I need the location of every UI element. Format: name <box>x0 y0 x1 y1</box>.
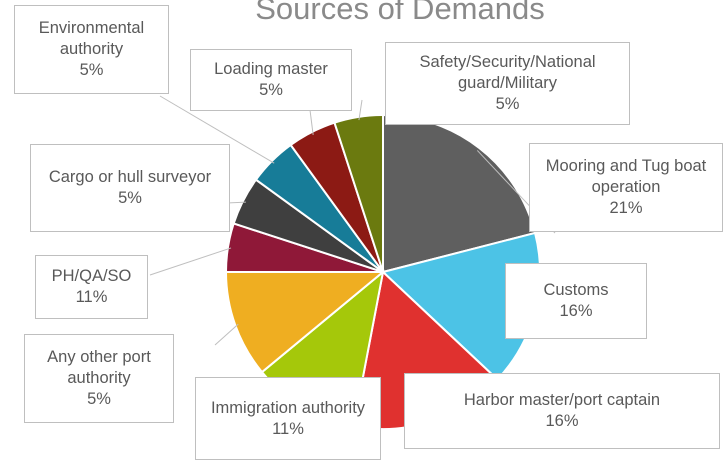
slice-percent: 5% <box>118 189 142 207</box>
slice-label: Cargo or hull surveyor <box>48 168 212 186</box>
slice-label: Harbor master/port captain <box>463 391 661 409</box>
pie-slice <box>333 113 384 273</box>
slice-label: Loading master <box>214 60 328 78</box>
slice-label: Environmental authority <box>38 19 145 58</box>
slice-percent: 5% <box>79 61 104 79</box>
data-label-callout: Customs 16% <box>505 263 647 339</box>
slice-percent: 16% <box>545 412 579 430</box>
leader-line <box>159 95 275 164</box>
leader-line <box>358 99 363 121</box>
slice-label: Safety/Security/National guard/Military <box>419 53 596 92</box>
data-label-callout: Loading master 5% <box>190 49 352 111</box>
leader-line <box>309 109 314 135</box>
data-label-callout: Environmental authority 5% <box>14 5 169 94</box>
slice-label: Immigration authority <box>210 398 366 417</box>
slice-percent: 16% <box>559 302 593 320</box>
slice-percent: 5% <box>495 95 520 113</box>
slice-label: Customs <box>543 281 609 299</box>
slice-label: Any other port authority <box>47 348 151 387</box>
slice-percent: 11% <box>272 419 304 438</box>
leader-line <box>214 323 239 346</box>
data-label-callout: PH/QA/SO 11% <box>35 255 148 319</box>
slice-percent: 21% <box>609 199 643 217</box>
data-label-callout: Immigration authority 11% <box>195 377 381 460</box>
data-label-callout: Harbor master/port captain 16% <box>404 373 720 449</box>
chart-title: Sources of Demands <box>255 0 545 26</box>
slice-label: PH/QA/SO <box>51 267 132 285</box>
data-label-callout: Safety/Security/National guard/Military 5… <box>385 42 630 125</box>
slice-percent: 11% <box>75 288 108 306</box>
slice-label: Mooring and Tug boat operation <box>545 157 707 196</box>
slice-percent: 5% <box>87 390 111 408</box>
pie-slice <box>224 271 386 374</box>
slice-percent: 5% <box>259 81 283 99</box>
data-label-callout: Mooring and Tug boat operation 21% <box>529 143 723 232</box>
data-label-callout: Any other port authority 5% <box>24 334 174 423</box>
data-label-callout: Cargo or hull surveyor 5% <box>30 144 230 232</box>
leader-line <box>149 247 232 276</box>
